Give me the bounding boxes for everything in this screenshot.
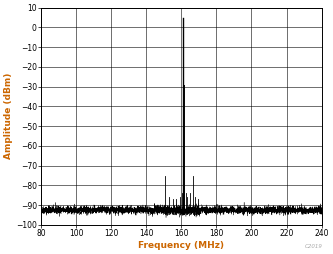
Y-axis label: Amplitude (dBm): Amplitude (dBm) bbox=[4, 73, 13, 160]
X-axis label: Frequency (MHz): Frequency (MHz) bbox=[138, 241, 224, 250]
Text: C2019: C2019 bbox=[305, 244, 323, 249]
